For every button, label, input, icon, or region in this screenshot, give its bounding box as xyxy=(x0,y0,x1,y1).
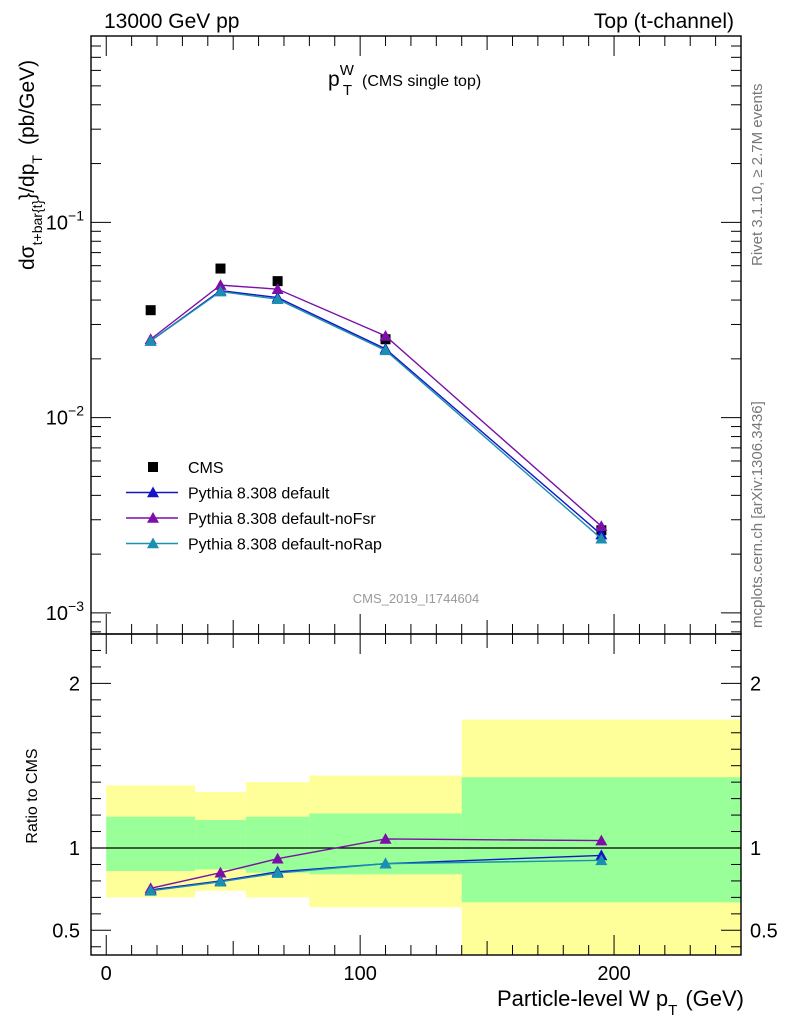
rivet-version-label: Rivet 3.1.10, ≥ 2.7M events xyxy=(749,84,766,267)
ratio-ylabel: Ratio to CMS xyxy=(24,748,41,843)
data-point-cms xyxy=(272,276,283,287)
data-point-cms xyxy=(145,305,156,316)
ratio-ytick-label-left: 2 xyxy=(69,673,80,695)
data-point-2 xyxy=(214,279,227,290)
data-point-3 xyxy=(214,285,227,297)
ratio-panel: 0 100 200 0.5 0.5 1 1 2 2 xyxy=(52,633,778,985)
ratio-ytick-label-left: 0.5 xyxy=(52,920,80,942)
legend-label: Pythia 8.308 default-noRap xyxy=(188,537,382,554)
band-green xyxy=(106,816,196,872)
ylabel-unit: (pb/GeV) xyxy=(16,60,39,145)
main-ytick-label: 10−3 xyxy=(46,598,84,625)
main-ytick-label: 10−2 xyxy=(46,403,84,430)
title-p: p xyxy=(328,68,340,91)
data-point-2 xyxy=(271,283,284,294)
ratio-point-1 xyxy=(271,852,284,864)
legend-marker xyxy=(147,537,159,549)
ratio-uncertainty-bands xyxy=(91,719,741,955)
ylabel-dsigma: dσ xyxy=(16,245,39,270)
ratio-point-1 xyxy=(214,866,227,878)
main-title: pW T (CMS single top) xyxy=(328,62,481,99)
legend-label: Pythia 8.308 default xyxy=(188,486,330,503)
ratio-point-1 xyxy=(379,832,392,844)
legend-label: Pythia 8.308 default-noFsr xyxy=(188,511,376,528)
data-point-2 xyxy=(595,520,608,532)
xlabel-subscript: T xyxy=(668,1002,677,1019)
ylabel-sigma-subscript: t+bar{t} xyxy=(29,199,45,245)
ratio-point-1 xyxy=(595,834,608,846)
ratio-plot-area xyxy=(144,832,608,896)
data-point-3 xyxy=(144,334,157,346)
legend: CMS Pythia 8.308 default Pythia 8.308 defa… xyxy=(126,460,382,554)
data-point-3 xyxy=(595,532,608,544)
main-plot-area xyxy=(144,263,608,544)
mcplots-label: mcplots.cern.ch [arXiv:1306.3436] xyxy=(749,401,766,628)
ratio-xtick-label: 200 xyxy=(597,963,630,985)
ratio-point-2 xyxy=(271,867,284,878)
title-superscript: W xyxy=(340,62,355,79)
main-ytick-label: 10−1 xyxy=(46,207,84,234)
header-right: Top (t-channel) xyxy=(594,10,734,33)
main-ylabel: dσt+bar{t}}/dpT (pb/GeV) xyxy=(16,60,45,270)
ratio-xtick-label: 0 xyxy=(101,963,112,985)
title-suffix: (CMS single top) xyxy=(362,73,481,90)
ratio-ytick-label-left: 1 xyxy=(69,838,80,860)
data-point-cms xyxy=(215,263,226,274)
data-point-3 xyxy=(379,344,392,356)
ratio-frame xyxy=(90,633,742,956)
xlabel-unit: (GeV) xyxy=(685,986,744,1011)
data-point-3 xyxy=(271,293,284,305)
xlabel-text: Particle-level W p xyxy=(497,986,668,1011)
header-left: 13000 GeV pp xyxy=(104,10,239,33)
ratio-point-2 xyxy=(144,884,157,896)
ylabel-mid-subscript: T xyxy=(29,155,45,164)
ratio-ytick-label-right: 1 xyxy=(750,838,761,860)
data-point-2 xyxy=(379,329,392,341)
ratio-ytick-label-right: 2 xyxy=(750,673,761,695)
legend-marker xyxy=(147,486,159,498)
ratio-xtick-label: 100 xyxy=(343,963,376,985)
ratio-ytick-label-right: 0.5 xyxy=(750,920,778,942)
band-green xyxy=(195,820,246,870)
ratio-xlabel: Particle-level W pT (GeV) xyxy=(497,986,744,1019)
legend-marker-cms xyxy=(148,462,158,472)
analysis-watermark: CMS_2019_I1744604 xyxy=(353,591,480,606)
legend-marker xyxy=(147,512,159,523)
legend-label: CMS xyxy=(188,460,224,477)
title-subscript: T xyxy=(343,82,352,99)
ratio-point-2 xyxy=(379,857,392,869)
ratio-point-2 xyxy=(595,854,608,866)
ratio-point-2 xyxy=(214,875,227,887)
ylabel-mid: }/dp xyxy=(16,164,39,200)
